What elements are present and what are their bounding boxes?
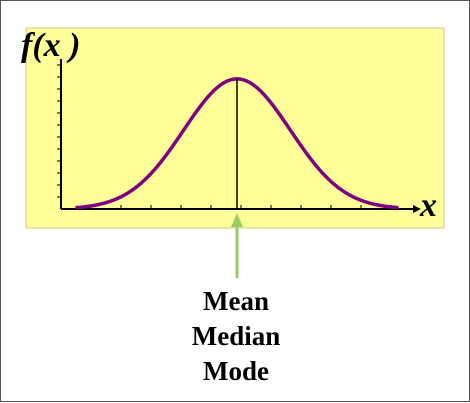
- annotation-arrowhead: [231, 213, 243, 227]
- annotation-mode: Mode: [203, 356, 269, 386]
- plot-background: [25, 27, 445, 229]
- x-axis-arrowhead: [413, 205, 421, 213]
- annotation-median: Median: [191, 321, 281, 351]
- normal-density-curve: [75, 77, 399, 210]
- x-axis-label: x: [420, 187, 437, 224]
- annotation-mean: Mean: [203, 286, 269, 316]
- y-axis-label: f(x ): [21, 27, 81, 64]
